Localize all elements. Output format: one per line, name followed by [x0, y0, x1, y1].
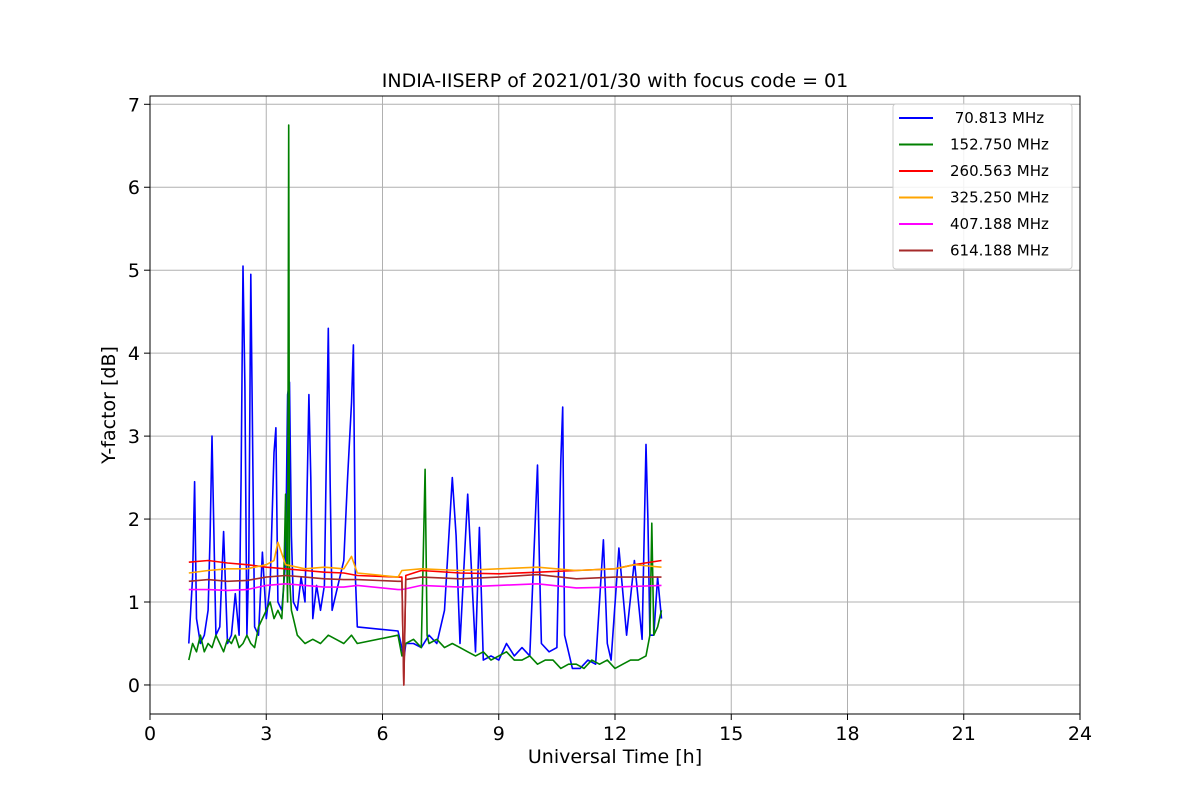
y-tick-label: 7: [128, 94, 140, 116]
legend: 70.813 MHz 152.750 MHz 260.563 MHz 325.250 …: [892, 103, 1073, 270]
series-line-5: [188, 573, 662, 686]
legend-label: 152.750 MHz: [950, 136, 1049, 154]
y-tick-label: 5: [128, 260, 140, 282]
y-tick-label: 2: [128, 509, 140, 531]
x-tick-label: 0: [144, 723, 156, 745]
legend-label: 325.250 MHz: [950, 189, 1049, 207]
chart-title: INDIA-IISERP of 2021/01/30 with focus co…: [382, 70, 848, 92]
x-tick-label: 12: [603, 723, 627, 745]
legend-label: 260.563 MHz: [950, 162, 1049, 180]
y-tick-label: 3: [128, 426, 140, 448]
x-tick-label: 18: [835, 723, 859, 745]
series-layer: [188, 124, 663, 686]
x-tick-label: 15: [719, 723, 743, 745]
y-tick-label: 4: [128, 343, 140, 365]
series-line-0: [188, 265, 663, 670]
x-axis-label: Universal Time [h]: [528, 746, 702, 768]
y-tick-label: 6: [128, 177, 140, 199]
y-tick-label: 0: [128, 675, 140, 697]
x-tick-label: 6: [376, 723, 388, 745]
y-tick-label: 1: [128, 592, 140, 614]
x-tick-label: 24: [1068, 723, 1092, 745]
x-tick-label: 21: [952, 723, 976, 745]
series-line-4: [188, 582, 662, 592]
series-line-1: [188, 124, 663, 670]
x-tick-label: 9: [493, 723, 505, 745]
legend-label: 70.813 MHz: [950, 109, 1044, 127]
legend-label: 407.188 MHz: [950, 215, 1049, 233]
legend-label: 614.188 MHz: [950, 242, 1049, 260]
x-tick-label: 3: [260, 723, 272, 745]
y-axis-label: Y-factor [dB]: [98, 346, 120, 465]
series-line-3: [188, 541, 662, 578]
legend-box: [892, 103, 1073, 270]
